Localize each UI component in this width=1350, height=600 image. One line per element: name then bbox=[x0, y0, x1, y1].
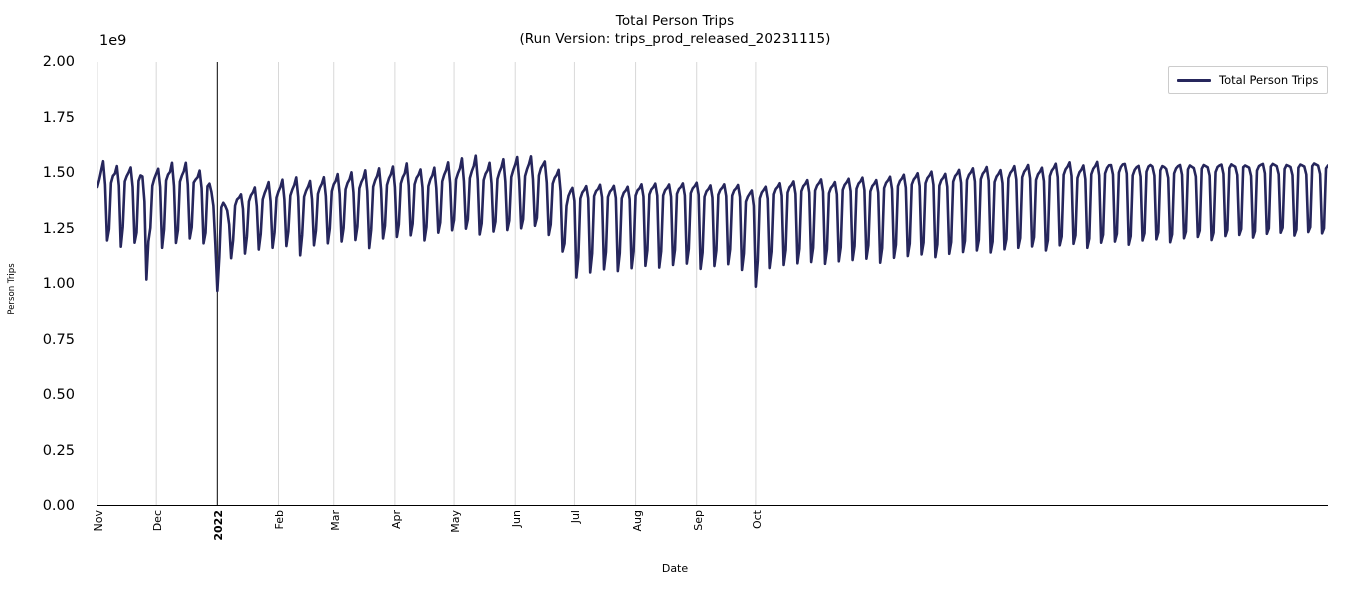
y-axis-title: Person Trips bbox=[7, 263, 17, 315]
x-axis-tick-labels: Nov Dec 2022 Feb Mar Apr May Jun Jul Aug Sep Oct bbox=[92, 510, 1328, 560]
x-tick-label: 2022 bbox=[212, 510, 226, 541]
plot-area bbox=[97, 62, 1328, 506]
y-tick-label: 0.25 bbox=[42, 442, 75, 459]
chart-title-block: Total Person Trips (Run Version: trips_p… bbox=[0, 13, 1350, 49]
x-tick-label: Aug bbox=[630, 510, 644, 532]
x-tick-label: Jul bbox=[569, 510, 583, 524]
chart-title: Total Person Trips bbox=[615, 13, 735, 29]
y-tick-label: 0.00 bbox=[42, 498, 75, 514]
y-tick-label: 2.00 bbox=[42, 54, 75, 70]
x-tick-label: Mar bbox=[328, 510, 342, 531]
legend-line-swatch bbox=[1177, 78, 1211, 82]
x-tick-label: Apr bbox=[389, 510, 403, 530]
chart-plot-svg bbox=[97, 62, 1328, 506]
y-tick-label: 0.75 bbox=[42, 331, 75, 348]
x-tick-label: Jun bbox=[510, 510, 524, 528]
chart-subtitle: (Run Version: trips_prod_released_202311… bbox=[519, 30, 831, 47]
y-tick-label: 0.50 bbox=[42, 387, 75, 403]
y-axis-tick-labels: 0.00 0.25 0.50 0.75 1.00 1.25 1.50 1.75 2.00 bbox=[0, 54, 89, 514]
x-axis-title: Date bbox=[661, 562, 689, 575]
x-tick-label: Dec bbox=[151, 510, 165, 532]
x-tick-label: Nov bbox=[92, 510, 105, 532]
legend-label: Total Person Trips bbox=[1219, 73, 1319, 87]
y-tick-label: 1.25 bbox=[42, 220, 75, 237]
x-tick-label: Oct bbox=[750, 510, 764, 530]
x-tick-label: Sep bbox=[691, 510, 705, 531]
x-tick-label: May bbox=[449, 510, 463, 533]
y-axis-offset-label: 1e9 bbox=[99, 33, 127, 49]
chart-legend[interactable]: Total Person Trips bbox=[1168, 66, 1329, 94]
x-tick-label: Feb bbox=[273, 510, 287, 530]
data-line-total-person-trips bbox=[97, 154, 1328, 293]
y-tick-label: 1.50 bbox=[42, 165, 75, 181]
y-tick-label: 1.75 bbox=[42, 109, 75, 126]
y-tick-label: 1.00 bbox=[42, 276, 75, 292]
